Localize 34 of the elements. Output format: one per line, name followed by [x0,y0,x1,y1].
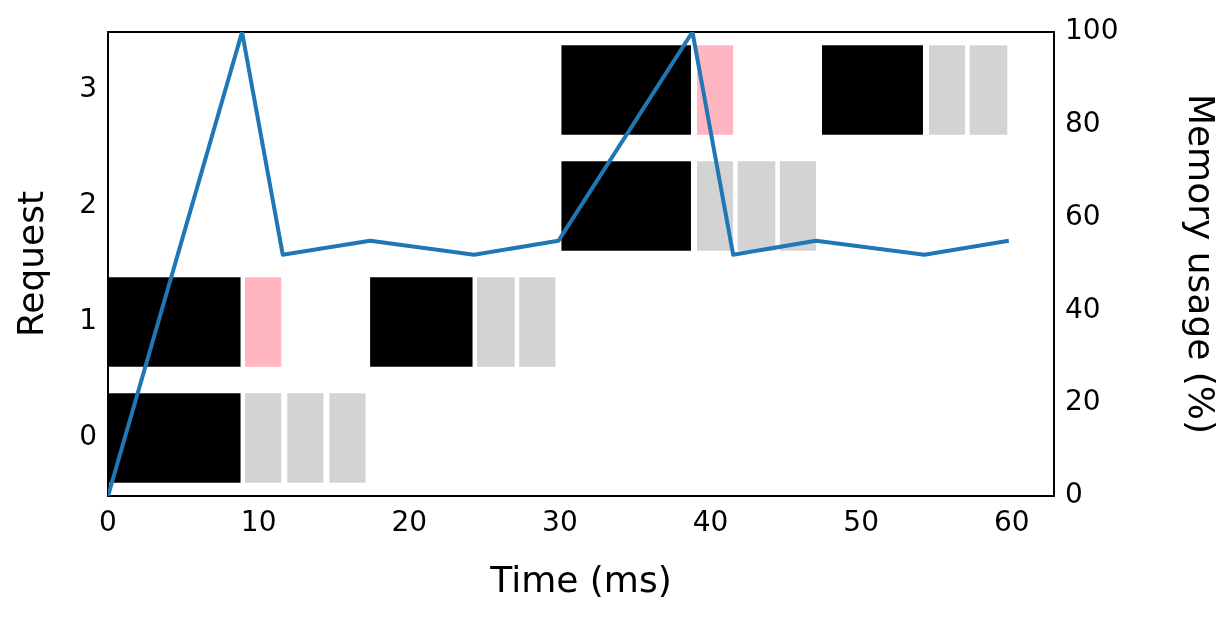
y2-tick-label: 60 [1065,198,1101,232]
y-tick-label: 2 [79,187,97,221]
y-axis-title: Request [9,190,51,338]
bar [969,45,1008,135]
x-tick-label: 20 [391,505,428,539]
bar [696,45,734,135]
bar [779,161,816,251]
y2-tick-label: 100 [1065,13,1119,47]
y2-axis-title: Memory usage (%) [1181,93,1223,435]
x-tick-label: 50 [843,505,880,539]
x-tick-label: 10 [240,505,277,539]
bar [561,161,691,251]
bar [370,277,473,367]
bar [928,45,966,135]
bar [287,393,324,483]
y2-tick-label: 40 [1065,291,1101,325]
y2-tick-label: 0 [1065,477,1083,511]
bar [477,277,515,367]
x-tick-label: 30 [542,505,578,539]
bar [561,45,691,135]
bar [519,277,556,367]
y-tick-label: 0 [79,419,97,453]
x-tick-label: 60 [994,505,1030,539]
x-tick-label: 40 [692,505,729,539]
y2-tick-label: 80 [1065,106,1101,140]
y-tick-label: 3 [79,71,97,105]
bar [245,393,282,483]
bar [329,393,366,483]
y2-tick-label: 20 [1065,384,1101,418]
bar [822,45,923,135]
y-tick-label: 1 [79,303,97,337]
bar [737,161,776,251]
bar [245,277,282,367]
x-axis-title: Time (ms) [489,558,672,600]
